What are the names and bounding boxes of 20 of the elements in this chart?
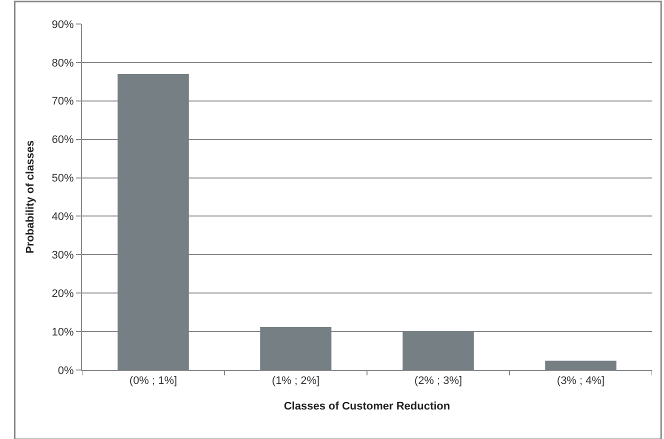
x-tick-label: (3% ; 4%] [556,375,605,388]
x-tick-label: (0% ; 1%] [129,375,178,388]
y-tick-label: 50% [52,172,74,185]
y-tick-label: 30% [52,250,74,262]
y-tick-label: 20% [52,288,74,300]
y-tick-label: 70% [52,96,74,108]
y-tick-label: 40% [52,211,74,224]
y-tick-label: 80% [52,57,74,70]
y-tick-label: 90% [52,18,74,31]
y-tick-label: 10% [52,326,74,338]
x-tick-label: (1% ; 2%] [272,375,320,388]
bar [545,360,616,370]
bar [402,331,474,370]
x-tick-label: (2% ; 3%] [414,375,462,388]
bar [260,326,332,370]
bar [118,74,189,370]
y-tick-label: 60% [52,134,74,146]
x-axis-title: Classes of Customer Reduction [284,400,450,412]
y-tick-label: 0% [58,364,74,377]
y-axis-title: Probability of classes [24,140,36,254]
